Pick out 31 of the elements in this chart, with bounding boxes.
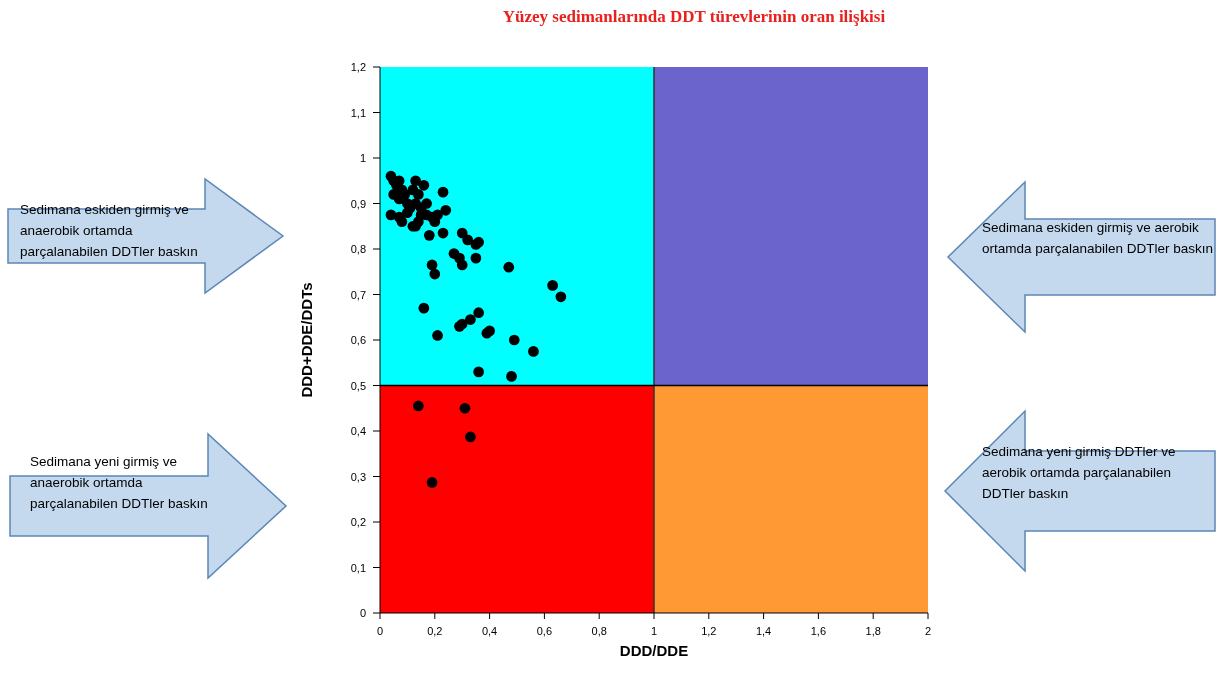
y-tick-label: 0,3 (350, 470, 366, 483)
y-tick-label: 0,5 (350, 379, 366, 392)
x-tick-label: 1,2 (701, 625, 717, 637)
x-tick-label: 0,8 (591, 625, 607, 637)
y-tick-label: 0,6 (350, 334, 366, 346)
y-axis-title: DDD+DDE/DDTs (298, 282, 315, 398)
y-tick-label: 0,2 (350, 516, 366, 528)
y-tick-label: 1,1 (350, 106, 366, 119)
text: Sedimana eskiden girmiş ve anaerobik ortamda parçalanabilen DDTler baskın (20, 202, 198, 259)
y-tick-label: 0,7 (350, 288, 366, 301)
chart-title: Yüzey sedimanlarında DDT türevlerinin oran ilişkisi (502, 7, 886, 26)
y-tick-label: 1 (359, 152, 366, 164)
text: Sedimana eskiden girmiş ve aerobik ortamda parçalanabilen DDTler baskın (982, 220, 1214, 256)
y-tick-label: 0,1 (350, 561, 366, 574)
text: Sedimana yeni girmiş DDTler ve aerobik ortamda parçalanabilen DDTler baskın (982, 444, 1176, 501)
y-tick-label: 0,8 (350, 243, 366, 255)
text: Sedimana yeni girmiş ve anaerobik ortamda parçalanabilen DDTler baskın (30, 454, 208, 511)
x-tick-label: 0,2 (427, 625, 443, 637)
x-tick-label: 1,8 (865, 625, 881, 637)
x-tick-label: 0,4 (481, 625, 498, 637)
x-tick-label: 0 (376, 625, 384, 637)
x-tick-label: 1 (650, 625, 658, 637)
y-tick-label: 0,4 (350, 425, 366, 437)
x-tick-label: 0,6 (536, 625, 553, 637)
y-tick-label: 0 (359, 607, 366, 619)
y-tick-label: 0,9 (350, 197, 366, 210)
x-axis-title: DDD/DDE (619, 642, 689, 659)
x-tick-label: 1,6 (810, 625, 827, 637)
x-tick-label: 2 (924, 625, 932, 637)
x-tick-label: 1,4 (755, 625, 772, 637)
y-tick-label: 1,2 (350, 61, 366, 73)
